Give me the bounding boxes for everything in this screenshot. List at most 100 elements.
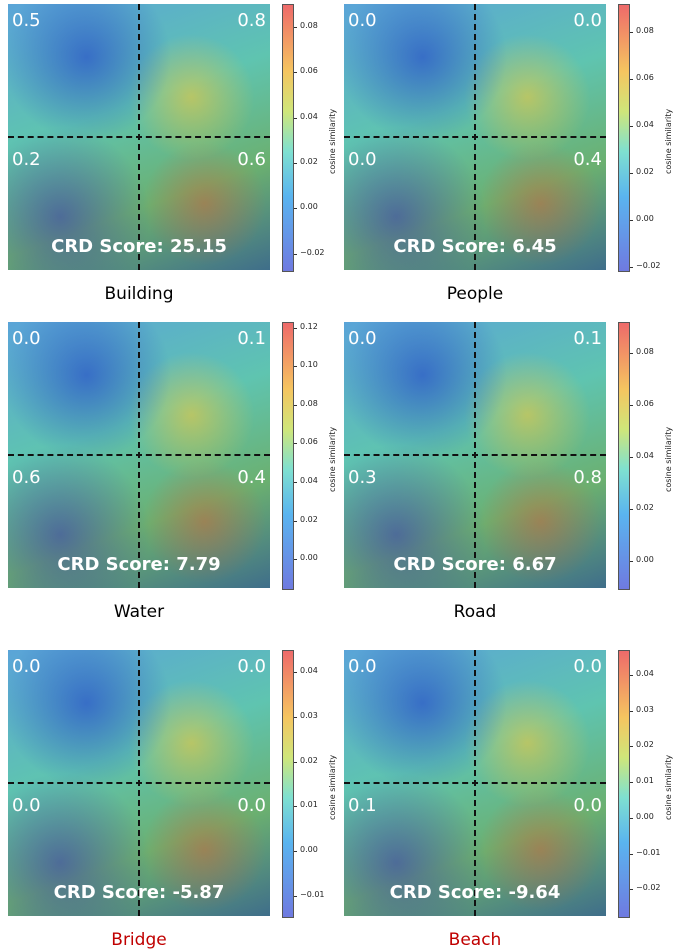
colorbar-label: cosine similarity (664, 755, 673, 820)
colorbar-tick-label: 0.02 (300, 157, 318, 166)
colorbar-label: cosine similarity (328, 109, 337, 174)
colorbar-tick-label: 0.00 (636, 812, 654, 821)
crd-score: CRD Score: 6.45 (344, 236, 606, 257)
quadrant-value: 0.0 (237, 656, 266, 677)
quadrant-value: 0.4 (237, 467, 266, 488)
colorbar-tick (294, 896, 297, 897)
quadrant-value: 0.0 (348, 656, 377, 677)
colorbar-tick (630, 126, 633, 127)
colorbar-tick-label: 0.02 (300, 756, 318, 765)
panel-label: Water (8, 602, 270, 622)
colorbar-tick (630, 79, 633, 80)
crd-score: CRD Score: -9.64 (344, 882, 606, 903)
colorbar-tick-label: −0.01 (636, 848, 661, 857)
colorbar-tick (294, 366, 297, 367)
colorbar (282, 322, 294, 590)
colorbar-tick (294, 443, 297, 444)
crd-score: CRD Score: 7.79 (8, 554, 270, 575)
colorbar-tick-label: 0.04 (300, 666, 318, 675)
quadrant-value: 0.5 (12, 10, 41, 31)
colorbar-tick-label: 0.03 (636, 705, 654, 714)
quadrant-value: 0.3 (348, 467, 377, 488)
colorbar-tick (294, 482, 297, 483)
panel-label: Beach (344, 930, 606, 950)
quadrant-value: 0.0 (237, 795, 266, 816)
colorbar-tick (630, 782, 633, 783)
quadrant-value: 0.1 (573, 328, 602, 349)
colorbar-tick (294, 806, 297, 807)
divider (8, 454, 270, 456)
colorbar-tick-label: 0.10 (300, 360, 318, 369)
divider (344, 782, 606, 784)
colorbar-tick (294, 762, 297, 763)
colorbar-tick (630, 675, 633, 676)
panel-label: Bridge (8, 930, 270, 950)
colorbar-tick-label: 0.02 (300, 515, 318, 524)
colorbar-tick-label: 0.04 (636, 451, 654, 460)
colorbar-tick (630, 353, 633, 354)
colorbar-tick-label: 0.06 (636, 73, 654, 82)
crd-score: CRD Score: 25.15 (8, 236, 270, 257)
colorbar-tick (294, 208, 297, 209)
colorbar-tick (630, 818, 633, 819)
quadrant-value: 0.6 (237, 149, 266, 170)
divider (8, 782, 270, 784)
colorbar (282, 4, 294, 272)
colorbar-tick (630, 405, 633, 406)
colorbar-tick-label: 0.08 (636, 26, 654, 35)
colorbar-tick-label: 0.00 (300, 202, 318, 211)
colorbar (618, 4, 630, 272)
colorbar-tick (630, 267, 633, 268)
colorbar-tick-label: 0.06 (300, 437, 318, 446)
panel-label: Building (8, 284, 270, 304)
quadrant-value: 0.0 (573, 10, 602, 31)
colorbar-tick-label: 0.08 (300, 21, 318, 30)
colorbar-tick (294, 72, 297, 73)
colorbar (618, 322, 630, 590)
quadrant-value: 0.0 (348, 10, 377, 31)
colorbar-tick-label: −0.02 (636, 883, 661, 892)
divider (344, 136, 606, 138)
colorbar-tick-label: 0.02 (636, 503, 654, 512)
colorbar-label: cosine similarity (328, 755, 337, 820)
colorbar-tick-label: 0.06 (636, 399, 654, 408)
colorbar-tick-label: 0.00 (636, 555, 654, 564)
quadrant-value: 0.4 (573, 149, 602, 170)
quadrant-value: 0.0 (573, 795, 602, 816)
colorbar-tick (294, 672, 297, 673)
divider (8, 136, 270, 138)
colorbar-tick (294, 328, 297, 329)
quadrant-value: 0.0 (12, 795, 41, 816)
quadrant-value: 0.1 (348, 795, 377, 816)
quadrant-value: 0.0 (348, 149, 377, 170)
colorbar-tick-label: 0.00 (300, 553, 318, 562)
colorbar-tick-label: 0.03 (300, 711, 318, 720)
colorbar-tick (630, 457, 633, 458)
colorbar-label: cosine similarity (664, 109, 673, 174)
colorbar-tick-label: 0.08 (300, 399, 318, 408)
colorbar-tick (294, 559, 297, 560)
quadrant-value: 0.0 (573, 656, 602, 677)
figure: 0.50.80.20.6CRD Score: 25.15Building0.08… (0, 0, 675, 951)
colorbar-tick (630, 173, 633, 174)
colorbar-tick-label: 0.04 (300, 476, 318, 485)
panel-label: People (344, 284, 606, 304)
colorbar-tick-label: 0.00 (636, 214, 654, 223)
colorbar-tick (630, 509, 633, 510)
colorbar-tick (294, 254, 297, 255)
colorbar-tick (294, 521, 297, 522)
crd-score: CRD Score: 6.67 (344, 554, 606, 575)
colorbar-tick-label: 0.04 (636, 669, 654, 678)
quadrant-value: 0.0 (12, 328, 41, 349)
colorbar-tick-label: 0.04 (300, 112, 318, 121)
colorbar-tick (294, 717, 297, 718)
colorbar-tick (294, 851, 297, 852)
colorbar-tick (630, 32, 633, 33)
colorbar-tick (630, 711, 633, 712)
colorbar (618, 650, 630, 918)
colorbar-tick (630, 220, 633, 221)
colorbar-tick (630, 561, 633, 562)
panel-label: Road (344, 602, 606, 622)
divider (344, 454, 606, 456)
colorbar-tick-label: 0.06 (300, 66, 318, 75)
